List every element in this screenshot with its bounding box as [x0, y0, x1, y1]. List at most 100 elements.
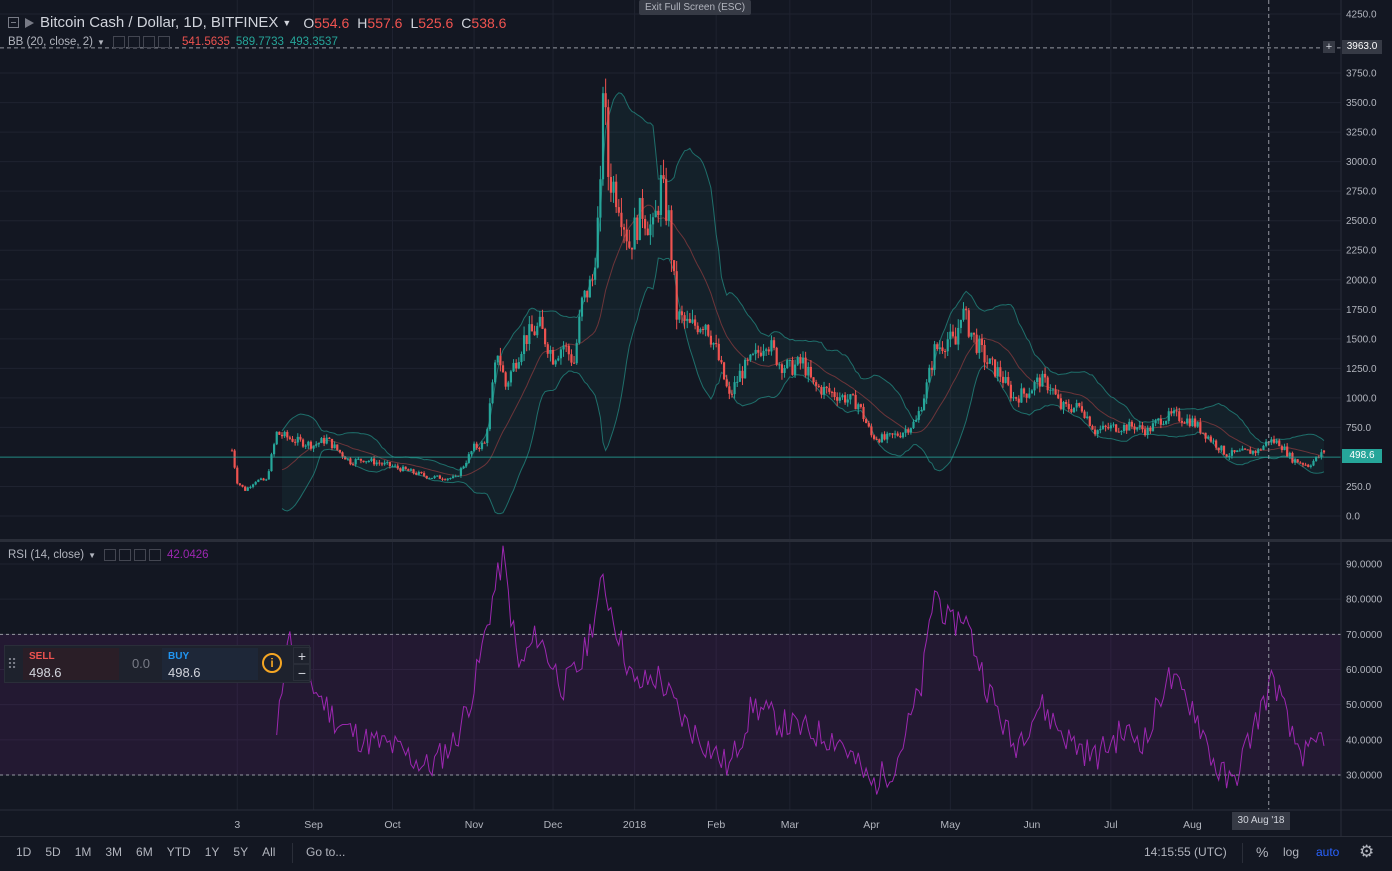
candle-body	[1183, 422, 1186, 424]
candle-body	[430, 477, 434, 479]
chevron-down-icon[interactable]: ▼	[88, 550, 96, 560]
ohlc-values: O554.6 H557.6 L525.6 C538.6	[295, 15, 506, 31]
candle-body	[504, 372, 507, 387]
more-icon[interactable]	[133, 549, 146, 561]
candle-body	[815, 382, 818, 386]
candle-body	[988, 358, 991, 364]
candle-body	[1054, 389, 1057, 395]
range-button-ytd[interactable]: YTD	[166, 845, 191, 859]
candle-body	[662, 175, 665, 180]
range-button-5y[interactable]: 5Y	[233, 845, 249, 859]
candle-body	[1057, 394, 1060, 399]
price-tick-label: 3750.0	[1346, 69, 1377, 80]
toolbar-divider	[1242, 843, 1243, 863]
visibility-icon[interactable]	[112, 36, 125, 48]
bb-label[interactable]: BB (20, close, 2)	[8, 36, 94, 48]
range-button-5d[interactable]: 5D	[45, 845, 61, 859]
utc-clock[interactable]: 14:15:55 (UTC)	[1144, 845, 1227, 859]
chevron-down-icon[interactable]: ▼	[97, 37, 105, 47]
candle-body	[615, 181, 618, 208]
candle-body	[822, 386, 826, 395]
collapse-icon[interactable]	[8, 17, 19, 28]
candle-body	[722, 362, 726, 380]
symbol-title[interactable]: Bitcoin Cash / Dollar, 1D, BITFINEX	[40, 14, 279, 31]
candle-body	[483, 442, 486, 444]
candle-body	[259, 478, 263, 480]
range-button-1m[interactable]: 1M	[74, 845, 92, 859]
range-button-all[interactable]: All	[262, 845, 276, 859]
candle-body	[438, 475, 441, 479]
drag-handle-icon[interactable]: ⠿	[6, 656, 18, 672]
auto-scale-button[interactable]: auto	[1316, 845, 1340, 859]
candle-body	[817, 385, 820, 387]
pane-separator[interactable]	[0, 539, 1392, 542]
info-icon[interactable]: i	[262, 653, 282, 673]
candle-body	[283, 432, 286, 437]
minus-button[interactable]: −	[293, 664, 311, 681]
candle-body	[1270, 439, 1273, 443]
candle-body	[970, 332, 973, 337]
candle-body	[594, 267, 597, 280]
settings-icon[interactable]	[127, 36, 140, 48]
candle-body	[741, 370, 744, 379]
sell-button[interactable]: SELL 498.6	[23, 648, 119, 680]
add-alert-plus-icon[interactable]: +	[1323, 41, 1335, 53]
candle-body	[830, 391, 834, 393]
range-button-6m[interactable]: 6M	[136, 845, 153, 859]
candle-body	[278, 431, 281, 435]
bb-value: 541.5635	[181, 36, 230, 48]
visibility-icon[interactable]	[103, 549, 116, 561]
candle-body	[943, 351, 947, 353]
range-button-3m[interactable]: 3M	[105, 845, 123, 859]
gear-icon[interactable]: ⚙	[1359, 842, 1375, 861]
candle-body	[780, 364, 784, 373]
candle-body	[649, 224, 652, 236]
price-chart-pane[interactable]	[0, 0, 1341, 539]
more-icon[interactable]	[142, 36, 155, 48]
time-tick-label: Dec	[544, 819, 563, 831]
candle-body	[1262, 445, 1265, 450]
settings-icon[interactable]	[118, 549, 131, 561]
candle-body	[404, 466, 407, 470]
candle-body	[349, 458, 352, 465]
plus-button[interactable]: +	[293, 647, 311, 664]
bb-legend[interactable]: BB (20, close, 2) ▼ 541.5635 589.7733 493.…	[8, 36, 338, 48]
candle-body	[601, 93, 605, 180]
candle-body	[1143, 429, 1147, 436]
price-chart[interactable]	[0, 0, 1341, 539]
candle-body	[446, 478, 449, 480]
candle-body	[925, 382, 928, 399]
candle-body	[978, 338, 981, 353]
candle-body	[1249, 449, 1252, 454]
candle-body	[1001, 376, 1005, 383]
exit-fullscreen-button[interactable]: Exit Full Screen (ESC)	[639, 0, 752, 15]
buy-button[interactable]: BUY 498.6	[162, 648, 258, 680]
flag-icon[interactable]	[25, 17, 34, 28]
candle-body	[351, 464, 355, 466]
candle-body	[1088, 416, 1091, 426]
candle-body	[772, 340, 776, 348]
close-icon[interactable]	[157, 36, 170, 48]
candle-body	[517, 362, 520, 369]
go-to-button[interactable]: Go to...	[306, 845, 346, 859]
range-button-1y[interactable]: 1Y	[204, 845, 220, 859]
chevron-down-icon[interactable]: ▼	[282, 17, 292, 28]
candle-body	[893, 433, 897, 435]
candle-body	[1025, 393, 1028, 398]
range-button-1d[interactable]: 1D	[16, 845, 32, 859]
candle-body	[936, 344, 939, 350]
candle-body	[457, 475, 460, 477]
candle-body	[1312, 460, 1315, 466]
ohlc-value-o: 554.6	[314, 14, 350, 31]
candle-body	[657, 210, 660, 216]
rsi-legend[interactable]: RSI (14, close) ▼ 42.0426	[8, 549, 209, 561]
candle-body	[886, 433, 889, 440]
candle-body	[454, 476, 457, 478]
log-scale-button[interactable]: log	[1283, 845, 1300, 859]
percent-scale-button[interactable]: %	[1256, 844, 1269, 860]
candle-body	[1191, 418, 1194, 427]
rsi-label[interactable]: RSI (14, close)	[8, 549, 85, 561]
candle-body	[728, 386, 731, 394]
spread-value: 0.0	[131, 656, 151, 671]
close-icon[interactable]	[148, 549, 161, 561]
